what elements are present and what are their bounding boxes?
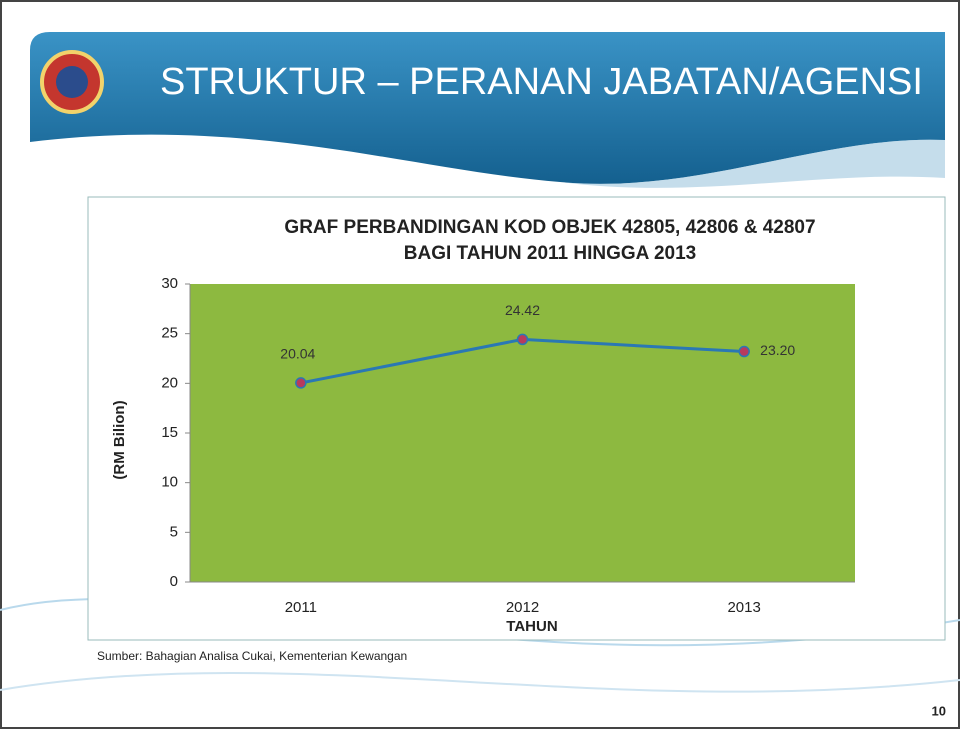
x-axis-label: TAHUN	[506, 618, 557, 635]
slide: STRUKTUR – PERANAN JABATAN/AGENSI GRAF P…	[0, 0, 960, 729]
y-tick-label: 15	[161, 424, 178, 441]
chart-title: BAGI TAHUN 2011 HINGGA 2013	[404, 243, 696, 264]
data-label: 20.04	[280, 346, 315, 362]
y-tick-label: 30	[161, 275, 178, 292]
x-tick-label: 2012	[506, 599, 539, 616]
y-tick-label: 0	[170, 573, 178, 590]
y-tick-label: 10	[161, 474, 178, 491]
logo-inner	[56, 66, 88, 98]
plot-area	[190, 284, 855, 582]
data-point	[739, 347, 749, 357]
data-point	[296, 378, 306, 388]
slide-title: STRUKTUR – PERANAN JABATAN/AGENSI	[160, 61, 923, 103]
chart-title: GRAF PERBANDINGAN KOD OBJEK 42805, 42806…	[284, 217, 815, 238]
source: Sumber: Bahagian Analisa Cukai, Kementer…	[97, 649, 407, 663]
y-tick-label: 20	[161, 374, 178, 391]
page-number: 10	[932, 703, 946, 718]
y-axis-label: (RM Bilion)	[111, 400, 128, 479]
data-label: 24.42	[505, 302, 540, 318]
y-tick-label: 5	[170, 523, 178, 540]
x-tick-label: 2013	[727, 599, 760, 616]
x-tick-label: 2011	[285, 599, 317, 616]
data-point	[518, 334, 528, 344]
data-label: 23.20	[760, 342, 795, 358]
y-tick-label: 25	[161, 325, 178, 342]
